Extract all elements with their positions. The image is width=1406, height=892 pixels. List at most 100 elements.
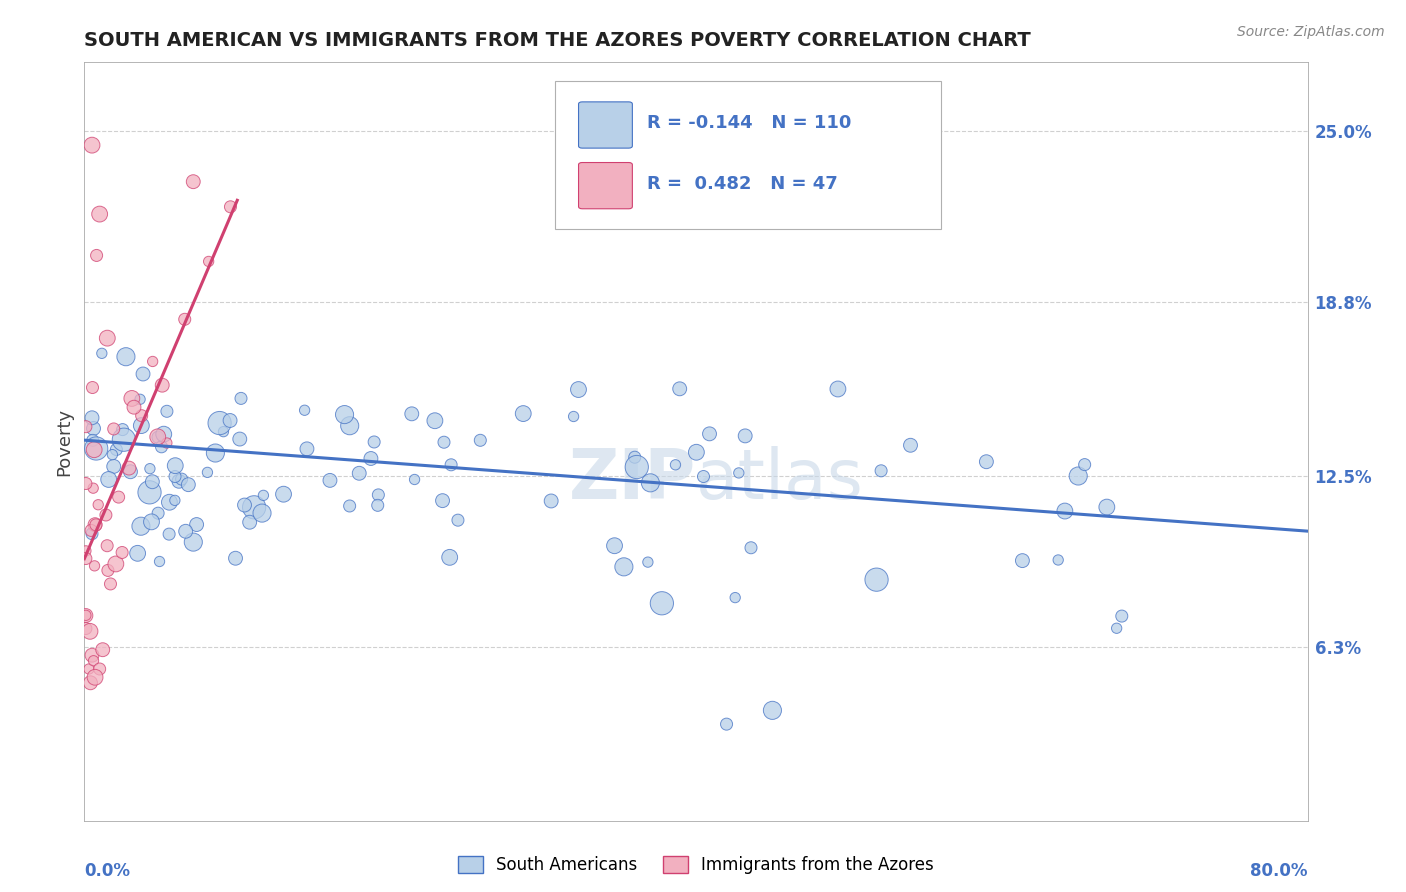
Point (152, 427, 174, 442)
Text: R =  0.482   N = 47: R = 0.482 N = 47 (647, 175, 838, 193)
FancyBboxPatch shape (578, 102, 633, 148)
Point (80, 524, 103, 538)
Point (699, 426, 721, 441)
Point (734, 429, 756, 443)
Point (96, 331, 118, 345)
Point (84, 670, 107, 684)
Point (87, 498, 110, 512)
Point (664, 458, 686, 472)
Point (80, 648, 103, 663)
Point (83, 421, 105, 435)
Point (404, 473, 426, 487)
Point (540, 494, 562, 508)
Point (141, 515, 163, 529)
Point (637, 555, 659, 569)
Point (131, 409, 153, 423)
Point (229, 392, 252, 406)
Point (83, 654, 105, 668)
Point (101, 448, 124, 462)
Point (1011, 553, 1033, 567)
Point (1073, 458, 1095, 472)
Point (170, 472, 193, 486)
Point (740, 541, 762, 555)
Point (440, 458, 463, 472)
Point (97, 473, 120, 487)
Point (692, 469, 714, 483)
Point (111, 423, 134, 437)
Text: SOUTH AMERICAN VS IMMIGRANTS FROM THE AZORES POVERTY CORRELATION CHART: SOUTH AMERICAN VS IMMIGRANTS FROM THE AZ… (84, 30, 1031, 50)
Point (1047, 553, 1070, 567)
Point (118, 461, 141, 475)
Point (132, 367, 155, 381)
Point (104, 557, 127, 571)
Point (84, 442, 107, 456)
Point (156, 436, 179, 450)
Point (167, 475, 190, 489)
Point (103, 422, 125, 436)
Point (75, 476, 97, 491)
Point (115, 350, 138, 364)
Point (319, 474, 342, 488)
Point (870, 464, 893, 478)
Point (150, 440, 173, 454)
Point (623, 450, 645, 465)
Point (761, 703, 783, 717)
Point (727, 466, 749, 480)
Point (129, 519, 152, 533)
Point (94, 508, 117, 522)
Point (401, 407, 423, 421)
Point (273, 487, 295, 501)
Point (197, 254, 219, 268)
Point (423, 414, 446, 428)
Point (103, 459, 125, 474)
Text: R = -0.144   N = 110: R = -0.144 N = 110 (647, 114, 852, 132)
Point (146, 430, 169, 444)
Point (156, 404, 179, 418)
Point (640, 475, 662, 490)
Point (668, 382, 690, 396)
Point (724, 591, 747, 605)
Point (447, 513, 470, 527)
Point (80, 410, 103, 425)
Point (1111, 609, 1133, 624)
Legend: South Americans, Immigrants from the Azores: South Americans, Immigrants from the Azo… (451, 849, 941, 880)
Point (197, 466, 219, 480)
Point (157, 527, 180, 541)
Point (827, 382, 849, 396)
Point (142, 354, 165, 368)
Point (75, 419, 97, 434)
Point (105, 442, 128, 457)
Point (79, 675, 101, 690)
Point (80, 526, 103, 541)
Point (121, 392, 143, 406)
Point (79, 624, 101, 639)
Point (173, 312, 195, 326)
Point (626, 460, 648, 475)
Point (146, 506, 169, 520)
Point (865, 573, 887, 587)
Point (90, 346, 112, 360)
Point (127, 546, 149, 560)
Point (129, 392, 152, 407)
Point (295, 442, 318, 456)
Point (82, 380, 104, 394)
Point (77, 662, 100, 676)
Point (139, 461, 162, 475)
Point (138, 485, 160, 500)
Point (86, 248, 108, 262)
Point (100, 577, 122, 591)
Point (75, 622, 97, 636)
Point (111, 545, 134, 559)
Point (433, 435, 456, 450)
Point (685, 445, 707, 459)
FancyBboxPatch shape (555, 81, 941, 229)
Point (89, 207, 111, 221)
Point (157, 495, 180, 509)
Text: atlas: atlas (696, 446, 863, 513)
Point (89, 662, 111, 676)
Point (567, 383, 589, 397)
Text: Source: ZipAtlas.com: Source: ZipAtlas.com (1237, 25, 1385, 39)
Point (84, 517, 107, 532)
Point (181, 535, 204, 549)
Point (1067, 469, 1090, 483)
